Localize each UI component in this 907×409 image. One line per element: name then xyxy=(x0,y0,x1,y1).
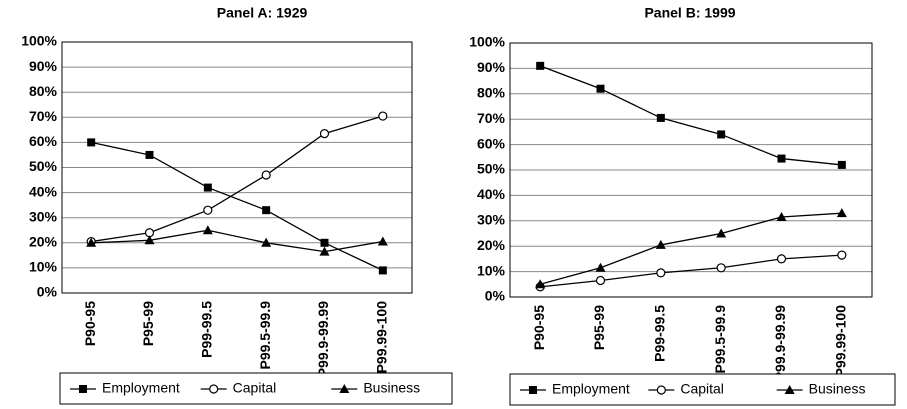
data-point xyxy=(203,205,213,215)
y-tick-label: 60% xyxy=(29,133,58,149)
data-point xyxy=(776,211,787,221)
plot-frame xyxy=(61,41,413,294)
y-tick-label: 90% xyxy=(477,59,506,75)
data-point xyxy=(262,206,271,215)
y-tick-label: 80% xyxy=(477,85,506,101)
data-point xyxy=(716,263,726,273)
y-tick-label: 50% xyxy=(477,161,506,177)
y-tick-label: 90% xyxy=(29,58,58,74)
data-point xyxy=(319,129,330,139)
y-tick-label: 100% xyxy=(469,34,505,50)
y-tick-label: 10% xyxy=(477,262,506,278)
data-point xyxy=(378,111,388,121)
legend-marker xyxy=(79,385,87,393)
data-point xyxy=(716,228,727,238)
data-point xyxy=(595,275,606,286)
x-tick-label: P99.5-99.9 xyxy=(712,305,728,374)
legend-box xyxy=(509,373,896,406)
y-tick-label: 70% xyxy=(477,110,506,126)
data-point xyxy=(536,61,545,70)
series-line xyxy=(91,115,384,243)
legend-label: Business xyxy=(363,380,420,396)
x-tick-label: P99.9-99.99 xyxy=(315,301,331,377)
series-line xyxy=(540,254,842,288)
legend-label: Employment xyxy=(102,380,180,396)
legend-marker xyxy=(656,385,666,395)
x-tick-label: P95-99 xyxy=(140,301,156,346)
data-point xyxy=(261,170,271,180)
legend-marker xyxy=(529,386,537,394)
data-point xyxy=(836,208,847,218)
y-tick-label: 30% xyxy=(477,212,506,228)
series-line xyxy=(91,141,384,271)
x-tick-label: P90-95 xyxy=(82,301,98,346)
series-line xyxy=(539,212,842,285)
legend-label: Capital xyxy=(233,380,277,396)
legend-marker xyxy=(784,385,795,394)
series-line xyxy=(91,229,383,253)
y-tick-label: 60% xyxy=(477,135,506,151)
data-point xyxy=(145,150,154,159)
y-tick-label: 40% xyxy=(477,186,506,202)
x-tick-label: P99.5-99.9 xyxy=(257,301,273,370)
data-point xyxy=(203,183,212,192)
data-point xyxy=(535,279,546,289)
data-point xyxy=(655,239,666,249)
y-tick-label: 30% xyxy=(29,208,58,224)
y-tick-label: 80% xyxy=(29,83,58,99)
data-point xyxy=(717,130,726,139)
data-point xyxy=(596,84,605,93)
y-tick-label: 20% xyxy=(29,234,58,250)
data-point xyxy=(837,160,846,169)
legend-label: Capital xyxy=(680,381,724,397)
x-tick-label: P95-99 xyxy=(591,305,607,350)
data-point xyxy=(320,238,329,247)
data-point xyxy=(86,237,97,247)
data-point xyxy=(595,262,606,272)
plot-frame xyxy=(509,42,873,298)
data-point xyxy=(656,268,666,278)
series-line xyxy=(539,65,842,166)
y-tick-label: 20% xyxy=(477,237,506,253)
data-point xyxy=(202,225,213,235)
data-point xyxy=(261,237,272,247)
data-point xyxy=(144,235,155,245)
data-point xyxy=(377,236,388,246)
chart-title: Panel A: 1929 xyxy=(217,5,308,21)
x-tick-label: P99.9-99.99 xyxy=(772,305,788,381)
data-point xyxy=(319,246,330,256)
legend-box xyxy=(59,372,453,405)
y-tick-label: 50% xyxy=(29,158,58,174)
x-tick-label: P99-99.5 xyxy=(199,301,215,358)
y-tick-label: 40% xyxy=(29,183,58,199)
data-point xyxy=(656,113,665,122)
y-tick-label: 0% xyxy=(37,284,58,300)
x-tick-label: P90-95 xyxy=(531,305,547,350)
x-tick-label: P99.99-100 xyxy=(833,305,849,378)
y-tick-label: 0% xyxy=(485,288,506,304)
legend-marker xyxy=(339,384,350,393)
data-point xyxy=(776,254,787,264)
x-tick-label: P99-99.5 xyxy=(652,305,668,362)
chart-title: Panel B: 1999 xyxy=(644,5,735,21)
legend-label: Business xyxy=(809,381,866,397)
y-tick-label: 100% xyxy=(21,33,57,49)
x-tick-label: P99.99-100 xyxy=(374,301,390,374)
data-point xyxy=(87,138,96,147)
legend-marker xyxy=(209,384,219,394)
data-point xyxy=(378,266,387,275)
legend-label: Employment xyxy=(552,381,630,397)
data-point xyxy=(777,154,786,163)
data-point xyxy=(837,250,847,260)
y-tick-label: 10% xyxy=(29,259,58,275)
y-tick-label: 70% xyxy=(29,108,58,124)
